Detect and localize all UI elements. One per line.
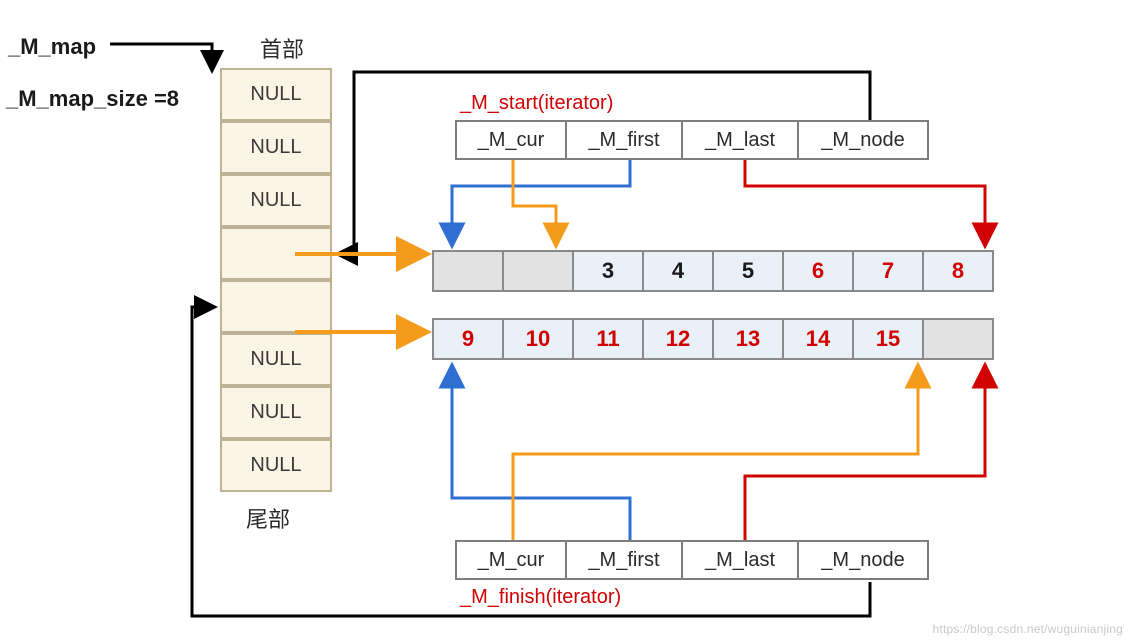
arrow-finish-cur	[513, 366, 918, 540]
buffer-cell: 5	[712, 250, 784, 292]
buffer-cell	[432, 250, 504, 292]
watermark: https://blog.csdn.net/wuguinianjing	[933, 622, 1123, 636]
label-m-map-size: _M_map_size =8	[6, 86, 179, 112]
buffer-cell: 14	[782, 318, 854, 360]
label-tail: 尾部	[246, 502, 290, 534]
buffer-cell: 4	[642, 250, 714, 292]
buffer-cell: 7	[852, 250, 924, 292]
buffer-cell: 8	[922, 250, 994, 292]
label-finish-iter: _M_finish(iterator)	[460, 586, 621, 609]
iterator-field: _M_cur	[455, 540, 567, 580]
buffer-cell: 11	[572, 318, 644, 360]
arrow-finish-last	[745, 366, 985, 540]
iterator-field: _M_node	[797, 120, 929, 160]
iterator-field: _M_node	[797, 540, 929, 580]
map-cell: NULL	[220, 439, 332, 492]
label-m-map: _M_map	[8, 34, 96, 60]
map-cell	[220, 280, 332, 333]
buffer-cell: 10	[502, 318, 574, 360]
arrow-start-last	[745, 160, 985, 245]
iterator-field: _M_cur	[455, 120, 567, 160]
buffer-cell: 12	[642, 318, 714, 360]
buffer-cell	[922, 318, 994, 360]
label-start-iter: _M_start(iterator)	[460, 92, 613, 115]
label-head: 首部	[260, 32, 304, 64]
buffer-cell	[502, 250, 574, 292]
map-cell: NULL	[220, 121, 332, 174]
iterator-field: _M_first	[565, 540, 683, 580]
map-cell: NULL	[220, 174, 332, 227]
map-cell: NULL	[220, 386, 332, 439]
map-cell: NULL	[220, 68, 332, 121]
buffer-cell: 6	[782, 250, 854, 292]
arrow-finish-first	[452, 366, 630, 540]
buffer-cell: 3	[572, 250, 644, 292]
arrow-start-first	[452, 160, 630, 245]
map-cell: NULL	[220, 333, 332, 386]
buffer-cell: 13	[712, 318, 784, 360]
arrow-start-cur	[513, 160, 556, 245]
iterator-field: _M_last	[681, 540, 799, 580]
map-cell	[220, 227, 332, 280]
buffer-cell: 9	[432, 318, 504, 360]
iterator-field: _M_last	[681, 120, 799, 160]
iterator-field: _M_first	[565, 120, 683, 160]
arrow-mmap-to-map	[110, 44, 212, 70]
buffer-cell: 15	[852, 318, 924, 360]
